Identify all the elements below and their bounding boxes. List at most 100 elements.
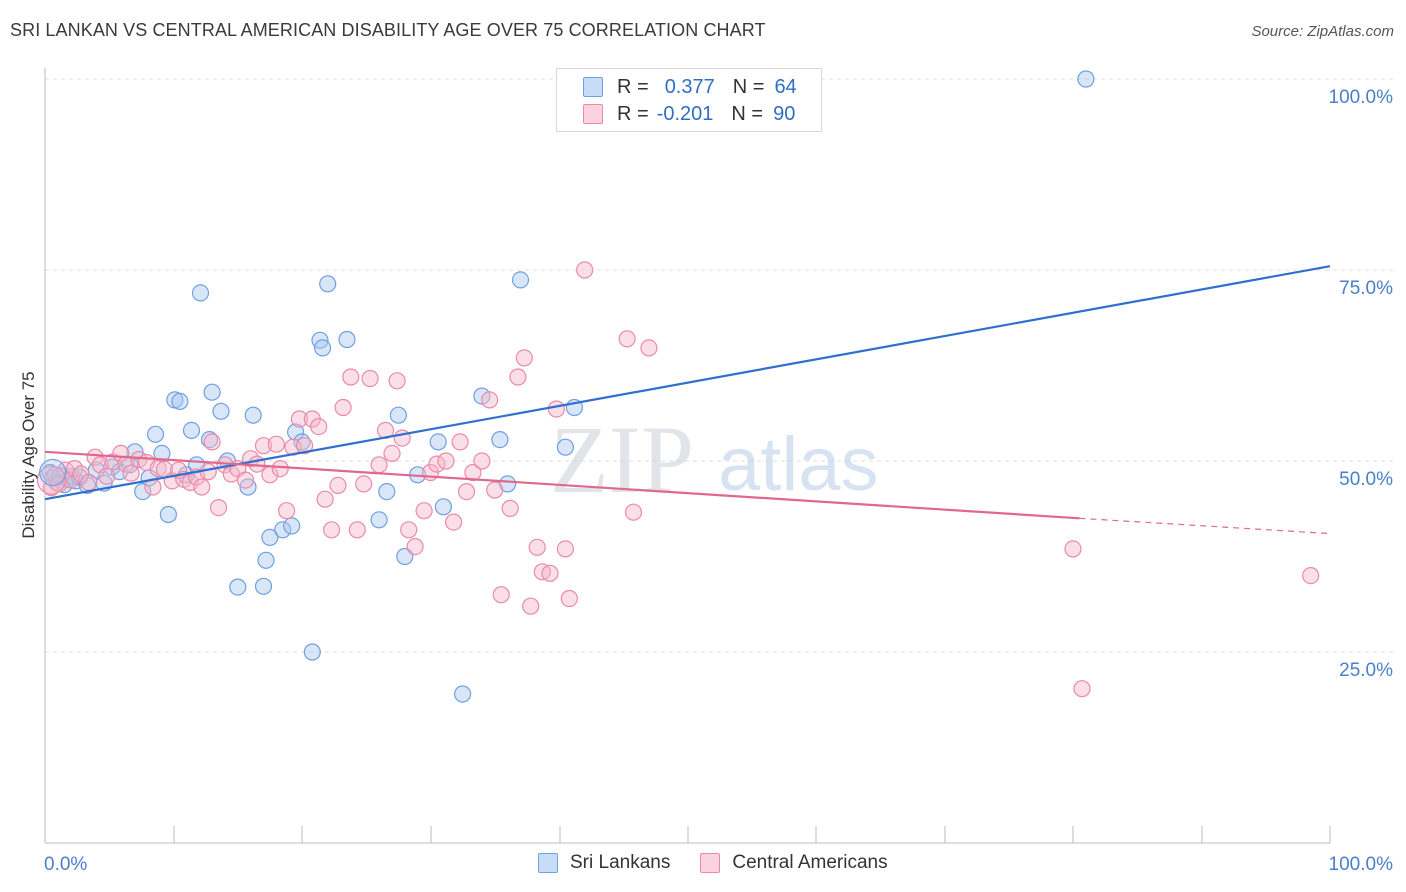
- central-americans-point: [193, 478, 211, 496]
- legend-n-label: N =: [732, 75, 765, 98]
- central-americans-trend-extension: [1079, 517, 1331, 535]
- sri-lankans-point: [257, 551, 275, 569]
- central-americans-point: [323, 521, 341, 539]
- watermark-atlas: atlas: [718, 422, 879, 507]
- legend-n-value: 64: [774, 75, 797, 98]
- sri-lankans-point: [239, 478, 257, 496]
- central-americans-point: [556, 540, 575, 558]
- central-americans-point: [355, 475, 373, 493]
- sri-lankans-point: [491, 431, 509, 449]
- central-americans-point: [1073, 680, 1091, 698]
- central-americans-point: [501, 499, 519, 517]
- central-americans-point: [98, 467, 116, 485]
- legend-n-value: 90: [773, 102, 796, 125]
- sri-lankans-point: [1077, 70, 1095, 88]
- sri-lankans-point: [511, 271, 530, 289]
- chart-source: Source: ZipAtlas.com: [1251, 23, 1394, 40]
- grid-lines: [45, 78, 1395, 653]
- central-americans-point: [278, 502, 296, 520]
- central-americans-point: [36, 465, 67, 495]
- sri-lankans-point: [283, 517, 301, 535]
- series-legend: Sri Lankans Central Americans: [538, 852, 918, 874]
- central-americans-point: [547, 400, 566, 418]
- series-label-central-americans: Central Americans: [732, 852, 888, 873]
- sri-lankans-point: [203, 383, 221, 401]
- legend-r-value: 0.377: [664, 75, 715, 98]
- central-americans-point: [541, 564, 559, 582]
- chart-title: SRI LANKAN VS CENTRAL AMERICAN DISABILIT…: [10, 20, 766, 40]
- central-americans-point: [370, 456, 388, 474]
- sri-lankans-point: [303, 643, 321, 661]
- sri-lankans-point: [212, 402, 230, 420]
- central-americans-point: [640, 339, 658, 357]
- y-tick-label: 50.0%: [1339, 469, 1393, 490]
- central-americans-point: [334, 398, 352, 417]
- legend-row-central-americans: R = -0.201 N = 90: [583, 102, 795, 126]
- central-americans-point: [522, 597, 540, 615]
- central-americans-point: [290, 410, 308, 428]
- central-americans-point: [528, 538, 546, 556]
- x-tick-label-max: 100.0%: [1329, 854, 1394, 875]
- central-americans-point: [388, 372, 406, 390]
- central-americans-point: [473, 452, 491, 470]
- sri-lankans-point: [254, 577, 273, 595]
- series-swatch-central-americans: [700, 853, 721, 873]
- sri-lankans-point: [244, 406, 262, 424]
- central-americans-point: [80, 473, 98, 491]
- central-americans-point: [481, 391, 499, 409]
- sri-lankans-point: [274, 521, 292, 539]
- legend-r-label: R =: [617, 75, 649, 98]
- sri-lankans-point: [134, 483, 152, 501]
- sri-lankans-point: [229, 578, 247, 596]
- central-americans-point: [576, 261, 594, 279]
- central-americans-point: [329, 476, 347, 494]
- central-americans-point: [428, 455, 446, 473]
- central-americans-point: [1302, 566, 1320, 585]
- sri-lankans-point: [434, 498, 452, 516]
- axes: [44, 68, 1331, 844]
- central-americans-point: [267, 435, 285, 453]
- correlation-legend: R = 0.377 N = 64 R = -0.201 N = 90: [556, 68, 822, 132]
- sri-lankans-point: [182, 421, 201, 439]
- central-americans-point: [624, 503, 643, 521]
- central-americans-point: [149, 460, 167, 478]
- central-americans-point: [209, 499, 228, 517]
- sri-lankans-trend-line: [44, 265, 1331, 501]
- central-americans-point: [383, 444, 401, 462]
- series-legend-central-americans[interactable]: Central Americans: [700, 852, 888, 874]
- series-legend-sri-lankans[interactable]: Sri Lankans: [538, 852, 670, 874]
- central-americans-point: [203, 433, 221, 451]
- watermark: ZIP atlas: [550, 406, 879, 513]
- y-tick-label: 100.0%: [1329, 87, 1394, 108]
- legend-n-label: N =: [731, 102, 764, 125]
- central-americans-point: [296, 437, 314, 455]
- central-americans-point: [316, 490, 334, 508]
- central-americans-point: [515, 349, 533, 367]
- legend-row-sri-lankans: R = 0.377 N = 64: [583, 75, 797, 99]
- sri-lankans-point: [191, 284, 210, 302]
- sri-lankans-point: [319, 275, 337, 293]
- sri-lankans-point: [556, 438, 575, 456]
- legend-swatch-sri-lankans: [583, 77, 603, 97]
- central-americans-point: [406, 537, 424, 556]
- sri-lankans-point: [39, 458, 67, 487]
- central-americans-point: [451, 433, 469, 451]
- central-americans-point: [236, 471, 255, 489]
- sri-lankans-point: [396, 547, 414, 566]
- tick-labels: 25.0% 50.0% 75.0% 100.0% 0.0% 100.0%: [44, 87, 1393, 875]
- central-americans-point: [618, 330, 636, 348]
- sri-lankans-point: [200, 431, 219, 449]
- central-americans-trend-line: [44, 450, 1080, 520]
- x-tick-label-min: 0.0%: [44, 854, 87, 875]
- central-americans-point: [348, 521, 366, 539]
- central-americans-point: [122, 464, 140, 482]
- central-americans-point: [1064, 540, 1082, 558]
- central-americans-point: [400, 521, 418, 539]
- y-tick-label: 25.0%: [1339, 660, 1393, 681]
- central-americans-point: [509, 368, 527, 386]
- legend-r-value: -0.201: [656, 102, 714, 125]
- sri-lankans-point: [389, 406, 407, 424]
- sri-lankans-point: [126, 443, 144, 461]
- central-americans-point: [457, 483, 476, 501]
